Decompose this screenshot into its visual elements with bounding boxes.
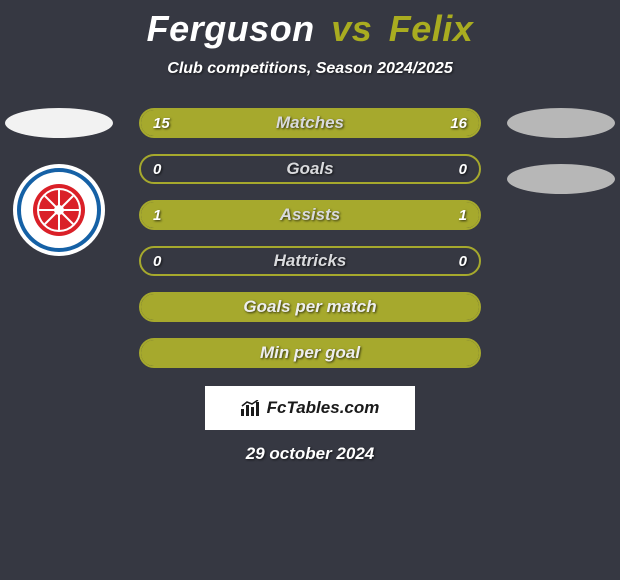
player2-avatar-placeholder [507, 108, 615, 138]
stat-bar: 11Assists [139, 200, 481, 230]
stat-bars: 1516Matches 00Goals 11Assists 00Hattricks Go… [139, 108, 481, 368]
player2-name: Felix [389, 8, 474, 49]
stat-bar: Min per goal [139, 338, 481, 368]
stat-label: Goals [141, 156, 479, 182]
stat-label: Hattricks [141, 248, 479, 274]
stat-label: Goals per match [141, 294, 479, 320]
attribution-badge: FcTables.com [205, 386, 415, 430]
player1-club-badge [13, 164, 105, 256]
player1-name: Ferguson [147, 8, 315, 49]
body: 1516Matches 00Goals 11Assists 00Hattricks Go… [0, 108, 620, 464]
player2-club-placeholder [507, 164, 615, 194]
chart-icon [241, 400, 261, 416]
stat-label: Matches [141, 110, 479, 136]
vs-text: vs [331, 8, 372, 49]
right-avatar-column [506, 108, 616, 194]
subtitle: Club competitions, Season 2024/2025 [0, 60, 620, 78]
stat-bar: 00Goals [139, 154, 481, 184]
attribution-text: FcTables.com [267, 398, 380, 418]
club-badge-ring [17, 168, 101, 252]
ship-wheel-icon [33, 184, 85, 236]
stat-bar: 1516Matches [139, 108, 481, 138]
date: 29 october 2024 [0, 444, 620, 464]
comparison-title: Ferguson vs Felix [0, 0, 620, 50]
stat-bar: Goals per match [139, 292, 481, 322]
player1-avatar-placeholder [5, 108, 113, 138]
stat-bar: 00Hattricks [139, 246, 481, 276]
stat-label: Assists [141, 202, 479, 228]
left-avatar-column [4, 108, 114, 256]
stat-label: Min per goal [141, 340, 479, 366]
